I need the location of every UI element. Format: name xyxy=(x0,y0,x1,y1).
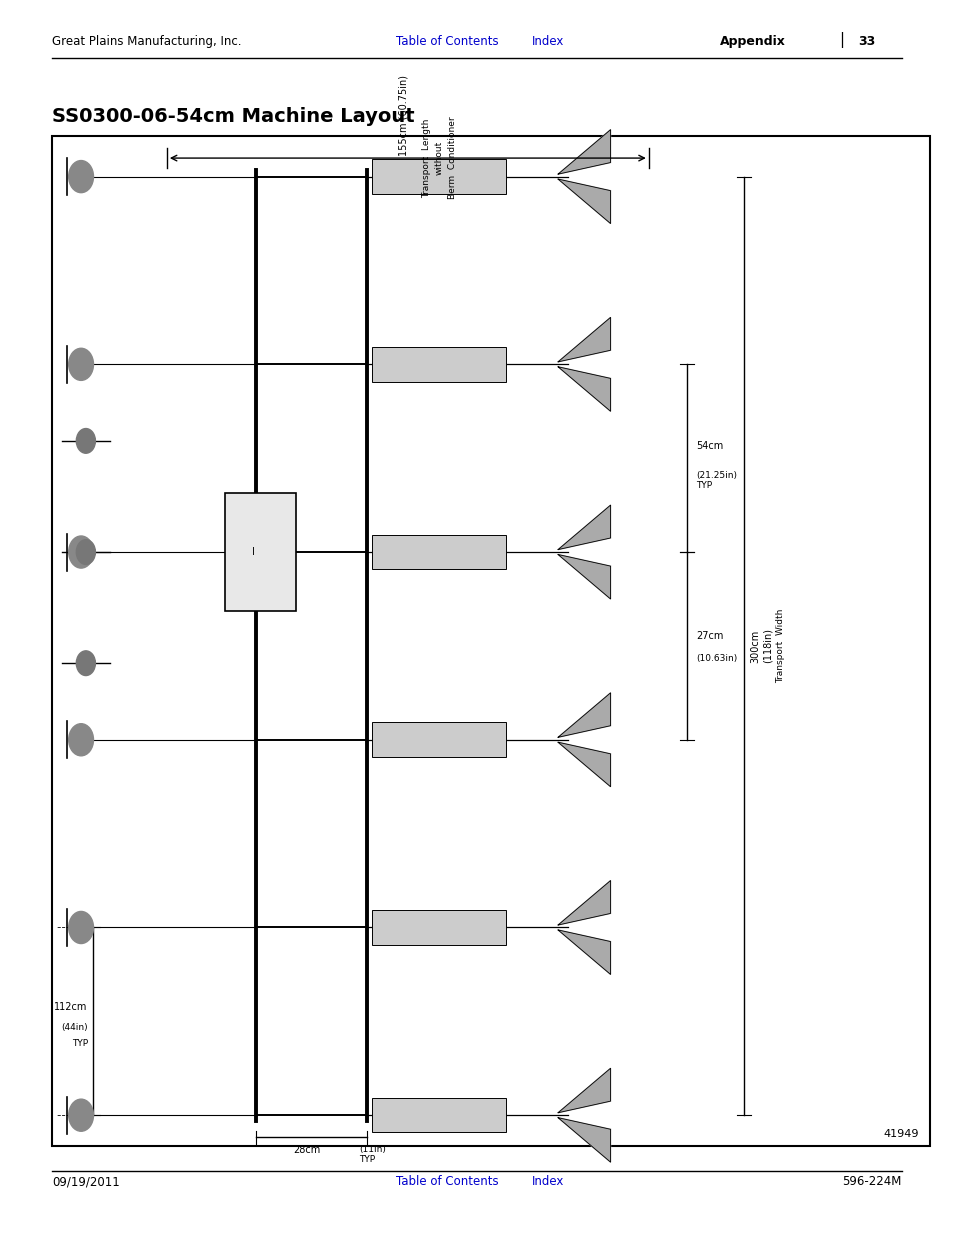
Bar xyxy=(372,159,505,194)
Text: Transport  Width: Transport Width xyxy=(775,609,784,683)
Text: Table of Contents: Table of Contents xyxy=(395,35,498,48)
Bar xyxy=(372,535,505,569)
Polygon shape xyxy=(558,1118,610,1162)
Text: Berm  Conditioner: Berm Conditioner xyxy=(448,117,456,199)
Bar xyxy=(372,1098,505,1132)
Text: Great Plains Manufacturing, Inc.: Great Plains Manufacturing, Inc. xyxy=(52,35,242,48)
Polygon shape xyxy=(558,881,610,925)
Bar xyxy=(372,347,505,382)
Circle shape xyxy=(69,348,93,380)
Bar xyxy=(372,722,505,757)
Circle shape xyxy=(76,540,95,564)
Polygon shape xyxy=(558,317,610,362)
Text: Table of Contents: Table of Contents xyxy=(395,1174,498,1188)
Bar xyxy=(372,910,505,945)
Polygon shape xyxy=(558,130,610,174)
Text: 41949: 41949 xyxy=(882,1129,918,1139)
Text: without: without xyxy=(435,141,443,175)
Polygon shape xyxy=(558,742,610,787)
Bar xyxy=(52,136,929,1146)
Text: 09/19/2011: 09/19/2011 xyxy=(52,1174,120,1188)
Circle shape xyxy=(69,536,93,568)
Text: 112cm: 112cm xyxy=(54,1002,88,1011)
Polygon shape xyxy=(558,1068,610,1113)
Text: (44in): (44in) xyxy=(61,1023,88,1032)
Text: 27cm: 27cm xyxy=(696,631,723,641)
Text: 596-224M: 596-224M xyxy=(841,1174,901,1188)
Bar xyxy=(225,494,295,611)
Circle shape xyxy=(69,724,93,756)
Text: 33: 33 xyxy=(858,35,875,48)
Text: SS0300-06-54cm Machine Layout: SS0300-06-54cm Machine Layout xyxy=(52,107,415,126)
Circle shape xyxy=(76,651,95,676)
Polygon shape xyxy=(558,693,610,737)
Circle shape xyxy=(69,911,93,944)
Text: I: I xyxy=(252,547,254,557)
Text: TYP: TYP xyxy=(71,1039,88,1049)
Text: (10.63in): (10.63in) xyxy=(696,653,737,663)
Text: (11in)
TYP: (11in) TYP xyxy=(358,1145,386,1165)
Polygon shape xyxy=(558,930,610,974)
Text: 28cm: 28cm xyxy=(293,1145,320,1155)
Text: 54cm: 54cm xyxy=(696,441,723,451)
Text: Transport  Length: Transport Length xyxy=(422,119,431,198)
Polygon shape xyxy=(558,555,610,599)
Polygon shape xyxy=(558,367,610,411)
Text: Appendix: Appendix xyxy=(720,35,785,48)
Text: (21.25in)
TYP: (21.25in) TYP xyxy=(696,471,737,490)
Circle shape xyxy=(69,161,93,193)
Circle shape xyxy=(69,1099,93,1131)
Text: 300cm: 300cm xyxy=(750,630,760,662)
Text: Index: Index xyxy=(532,1174,564,1188)
Text: 155cm (60.75in): 155cm (60.75in) xyxy=(397,74,408,156)
Text: |: | xyxy=(839,32,843,48)
Text: Index: Index xyxy=(532,35,564,48)
Text: (118in): (118in) xyxy=(762,629,772,663)
Polygon shape xyxy=(558,505,610,550)
Circle shape xyxy=(76,429,95,453)
Polygon shape xyxy=(558,179,610,224)
